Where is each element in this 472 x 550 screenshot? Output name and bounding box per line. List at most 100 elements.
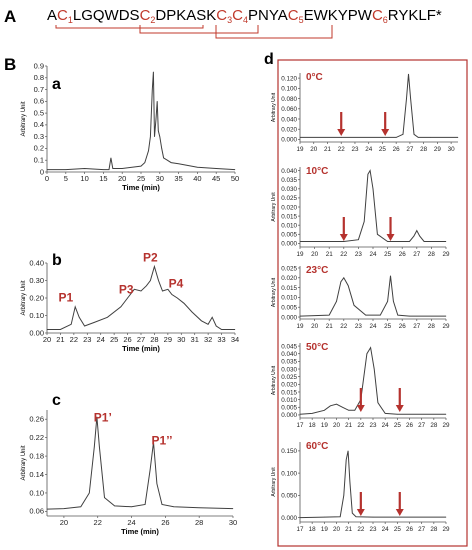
y-tick-label: 0.020: [281, 275, 297, 282]
series-line: [300, 73, 458, 138]
x-tick-label: 35: [174, 174, 182, 183]
y-tick-label: 0.025: [281, 195, 297, 202]
y-tick-label: 0.025: [281, 374, 297, 381]
x-tick-label: 17: [296, 422, 304, 429]
data-point: [183, 302, 185, 304]
data-point: [191, 311, 193, 313]
data-point: [99, 446, 100, 448]
data-point: [366, 353, 368, 355]
sequence-segment: PNYA: [248, 7, 288, 24]
y-tick-label: 0.020: [281, 382, 297, 389]
x-tick-label: 30: [229, 518, 237, 527]
peak-label: P2: [143, 250, 158, 264]
x-tick-label: 24: [369, 251, 377, 258]
sequence-segment: C: [288, 7, 299, 24]
x-tick-label: 24: [365, 146, 373, 153]
data-point: [94, 446, 95, 448]
peak-label: P3: [119, 283, 134, 297]
y-tick-label: 0.120: [281, 75, 297, 82]
x-tick-label: 23: [369, 422, 377, 429]
y-tick-label: 0.035: [281, 177, 297, 184]
data-point: [349, 481, 351, 483]
x-tick-label: 23: [369, 526, 377, 533]
x-tick-label: 25: [110, 335, 118, 344]
data-point: [445, 315, 447, 317]
x-tick-label: 25: [384, 323, 392, 330]
x-tick-label: 0: [45, 174, 49, 183]
data-point: [397, 413, 398, 415]
data-point: [153, 441, 154, 443]
data-point: [161, 504, 163, 505]
data-point: [150, 280, 151, 281]
x-tick-label: 21: [326, 323, 334, 330]
series-line: [47, 264, 235, 330]
y-tick-label: 0: [40, 167, 44, 176]
data-point: [163, 157, 164, 159]
data-point: [365, 314, 367, 316]
marker-arrow-head: [356, 405, 365, 412]
data-point: [144, 162, 146, 163]
data-point: [384, 413, 386, 414]
sequence-segment: LGQWDS: [73, 7, 140, 24]
data-point: [46, 508, 48, 510]
data-point: [377, 233, 378, 235]
y-tick-label: 0.015: [281, 389, 297, 396]
y-tick-label: 0.005: [281, 232, 297, 239]
data-point: [358, 239, 359, 241]
y-tick-label: 0.5: [34, 108, 44, 117]
sequence-segment: C: [57, 7, 68, 24]
x-tick-label: 24: [382, 422, 390, 429]
y-tick-label: 0.10: [29, 488, 44, 497]
panel-label-a: a: [52, 76, 61, 93]
data-point: [144, 504, 146, 505]
x-tick-label: 25: [137, 174, 145, 183]
y-tick-label: 0.100: [281, 470, 297, 477]
data-point: [345, 459, 347, 461]
data-point: [140, 165, 142, 167]
y-tick-label: 0.100: [281, 86, 297, 93]
x-tick-label: 29: [434, 146, 442, 153]
data-point: [173, 506, 175, 508]
x-tick-label: 27: [413, 323, 421, 330]
data-point: [395, 137, 397, 138]
y-tick-label: 0.005: [281, 405, 297, 412]
x-tick-label: 20: [310, 146, 318, 153]
y-axis-title: Arbitrary Unit: [271, 365, 277, 395]
x-tick-label: 19: [296, 323, 304, 330]
x-tick-label: 23: [355, 323, 363, 330]
data-point: [390, 275, 391, 277]
panel-label-A: A: [4, 7, 16, 26]
marker-arrow-head: [337, 129, 346, 136]
x-tick-label: 28: [430, 422, 438, 429]
data-point: [423, 241, 425, 242]
charts-layer: 00.10.20.30.40.50.60.70.80.90 5 10 15 20 25 30…: [21, 61, 459, 536]
x-tick-label: 40: [193, 174, 201, 183]
y-tick-label: 0.000: [281, 241, 297, 248]
marker-arrow-head: [386, 234, 395, 241]
data-point: [127, 297, 128, 299]
x-tick-label: 20: [311, 323, 319, 330]
y-tick-label: 0.000: [281, 515, 297, 522]
data-point: [406, 98, 407, 99]
y-tick-label: 0.2: [34, 144, 44, 153]
data-point: [96, 416, 98, 418]
data-point: [342, 406, 343, 408]
y-tick-label: 0.040: [281, 168, 297, 175]
data-point: [178, 163, 179, 165]
x-tick-label: 27: [418, 422, 426, 429]
data-point: [352, 512, 353, 514]
x-tick-label: 22: [357, 422, 365, 429]
data-point: [60, 329, 61, 330]
x-tick-label: 26: [393, 146, 401, 153]
x-tick-label: 21: [326, 251, 334, 258]
data-point: [417, 137, 419, 138]
data-point: [372, 516, 374, 518]
sequence-segment: 6: [383, 15, 388, 25]
data-point: [343, 495, 345, 496]
series-line: [299, 346, 446, 415]
y-tick-label: 0.9: [34, 61, 44, 70]
data-point: [46, 329, 48, 330]
x-tick-label: 27: [413, 251, 421, 258]
y-tick-label: 0.30: [29, 276, 44, 285]
